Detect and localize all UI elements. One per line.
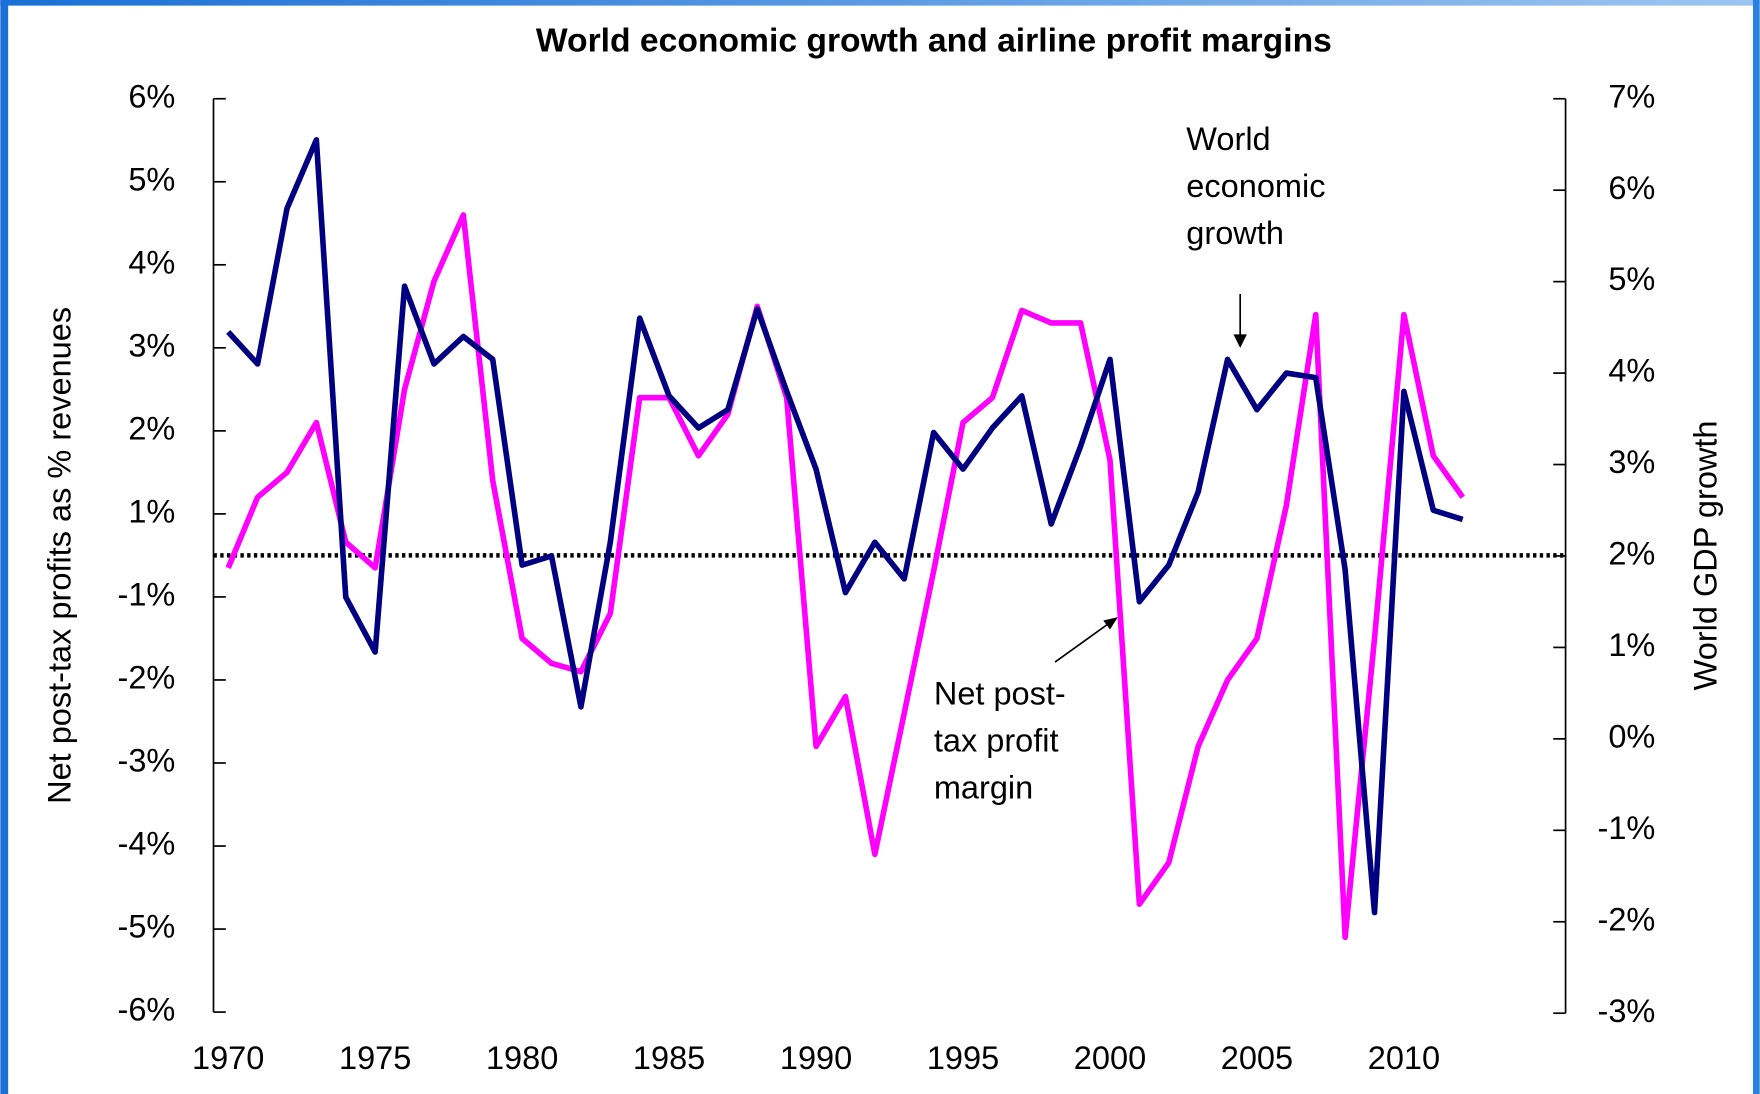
y2-axis-label: World GDP growth — [1688, 420, 1724, 690]
annotation-arrowhead — [1233, 334, 1247, 348]
x-tick-label: 2005 — [1221, 1040, 1293, 1076]
series-line — [225, 212, 1465, 941]
y2-tick-label: 0% — [1608, 718, 1655, 754]
x-tick-label: 1980 — [486, 1040, 558, 1076]
annotation-arrow — [1054, 618, 1115, 663]
annotation-arrowhead — [1103, 617, 1118, 630]
y-tick-label: -2% — [118, 660, 176, 696]
x-tick-label: 2010 — [1368, 1040, 1440, 1076]
frame-top — [0, 0, 1760, 6]
y-tick-label: -5% — [118, 909, 176, 945]
chart-title: World economic growth and airline profit… — [536, 23, 1332, 60]
x-tick-label: 1995 — [927, 1040, 999, 1076]
y2-tick-label: -1% — [1598, 810, 1656, 846]
x-tick-label: 1990 — [780, 1040, 852, 1076]
y2-tick-label: 6% — [1608, 170, 1655, 206]
annotation: growth — [1186, 215, 1284, 251]
x-tick-label: 1970 — [192, 1040, 264, 1076]
y2-tick-label: 1% — [1608, 627, 1655, 663]
y-tick-label: 2% — [128, 410, 175, 446]
y-tick-label: 4% — [128, 244, 175, 280]
y-tick-label: 3% — [128, 327, 175, 363]
y2-tick-label: 7% — [1608, 78, 1655, 114]
y-tick-label: -4% — [118, 826, 176, 862]
y-tick-label: 6% — [128, 78, 175, 114]
y-tick-label: 1% — [128, 493, 175, 529]
y-axis-label: Net post-tax profits as % revenues — [42, 307, 78, 804]
annotation: margin — [934, 770, 1033, 806]
series-line — [226, 137, 1464, 916]
annotation: economic — [1186, 168, 1325, 204]
x-tick-label: 1975 — [339, 1040, 411, 1076]
y-tick-label: -6% — [118, 992, 176, 1028]
annotation: World — [1186, 121, 1270, 157]
frame-left — [0, 0, 9, 1094]
annotation: tax profit — [934, 722, 1059, 758]
y2-tick-label: -2% — [1598, 901, 1656, 937]
x-tick-label: 2000 — [1074, 1040, 1146, 1076]
y2-tick-label: 5% — [1608, 261, 1655, 297]
y2-tick-label: 3% — [1608, 444, 1655, 480]
frame-right — [1752, 0, 1760, 1094]
y-tick-label: -1% — [118, 577, 176, 613]
y2-tick-label: 4% — [1608, 353, 1655, 389]
y2-tick-label: -3% — [1598, 993, 1656, 1029]
y2-tick-label: 2% — [1608, 536, 1655, 572]
annotation: Net post- — [934, 675, 1066, 711]
y-tick-label: 5% — [128, 161, 175, 197]
x-tick-label: 1985 — [633, 1040, 705, 1076]
y-tick-label: -3% — [118, 743, 176, 779]
